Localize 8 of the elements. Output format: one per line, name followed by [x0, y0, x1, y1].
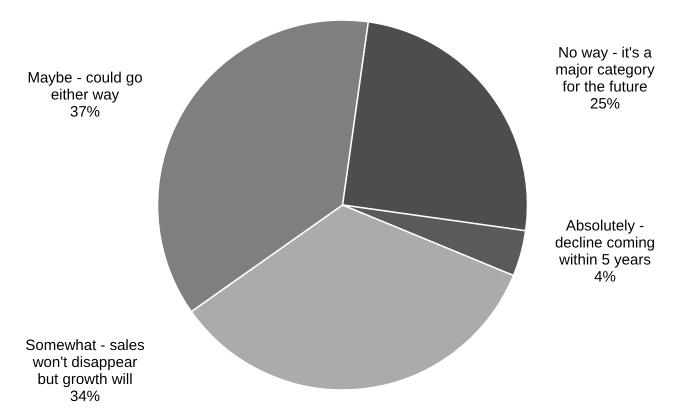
- data-label: 4%: [594, 268, 616, 286]
- data-label: 37%: [70, 103, 100, 120]
- slice-label: Absolutely - decline coming within 5 years: [554, 217, 656, 268]
- slice-label: Somewhat - sales won't disappear but growth will: [25, 337, 145, 388]
- slice-label: Maybe - could go either way: [27, 69, 143, 104]
- data-label: 25%: [590, 96, 620, 113]
- slice-label: No way - it's a major category for the future: [555, 44, 656, 96]
- data-label: 34%: [70, 388, 100, 405]
